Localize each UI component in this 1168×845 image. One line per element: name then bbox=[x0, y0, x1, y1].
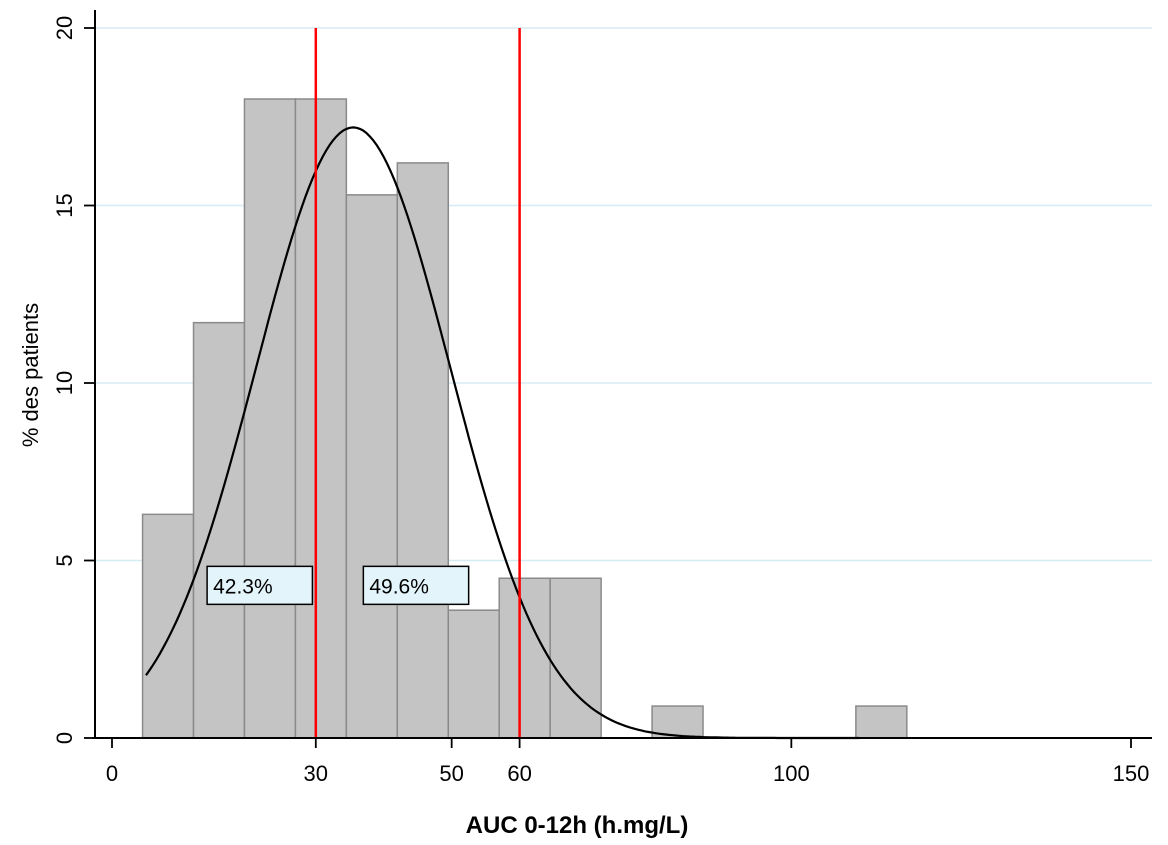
y-tick-label: 5 bbox=[52, 554, 77, 566]
y-tick-label: 10 bbox=[52, 371, 77, 395]
y-tick-label: 0 bbox=[52, 732, 77, 744]
x-tick-label: 100 bbox=[773, 761, 810, 786]
annotation-label: 42.3% bbox=[213, 575, 273, 598]
annotation-box-frame bbox=[362, 565, 470, 606]
histogram-bar bbox=[243, 98, 297, 739]
y-tick-label: 15 bbox=[52, 193, 77, 217]
y-axis-title: % des patients bbox=[18, 303, 43, 447]
x-tick-label: 150 bbox=[1113, 761, 1150, 786]
x-tick-label: 0 bbox=[106, 761, 118, 786]
annotation-boxes: 42.3% 49.6% bbox=[206, 565, 470, 606]
annotation-label: 49.6% bbox=[369, 575, 429, 598]
y-tick-label: 20 bbox=[52, 16, 77, 40]
annotation-box: 49.6% bbox=[362, 565, 470, 606]
histogram-bar bbox=[651, 705, 704, 739]
axes: 0 5 10 15 20 0 30 50 60 100 150 bbox=[52, 10, 1152, 786]
histogram-bar bbox=[447, 609, 500, 739]
histogram-bar bbox=[141, 513, 195, 739]
x-tick-label: 50 bbox=[439, 761, 463, 786]
histogram-bars bbox=[141, 98, 908, 739]
x-tick-label: 30 bbox=[304, 761, 328, 786]
histogram-bar bbox=[549, 577, 602, 739]
x-tick-label: 60 bbox=[507, 761, 531, 786]
histogram-bar bbox=[294, 98, 348, 739]
histogram-bar bbox=[855, 705, 908, 739]
annotation-box: 42.3% bbox=[206, 565, 314, 606]
annotation-box-frame bbox=[206, 565, 314, 606]
histogram-bar bbox=[396, 162, 450, 739]
histogram-bar bbox=[498, 577, 551, 739]
reference-lines bbox=[314, 28, 521, 738]
histogram-bar bbox=[192, 321, 246, 739]
histogram-bar bbox=[345, 194, 399, 739]
x-axis-title: AUC 0-12h (h.mg/L) bbox=[466, 812, 689, 839]
